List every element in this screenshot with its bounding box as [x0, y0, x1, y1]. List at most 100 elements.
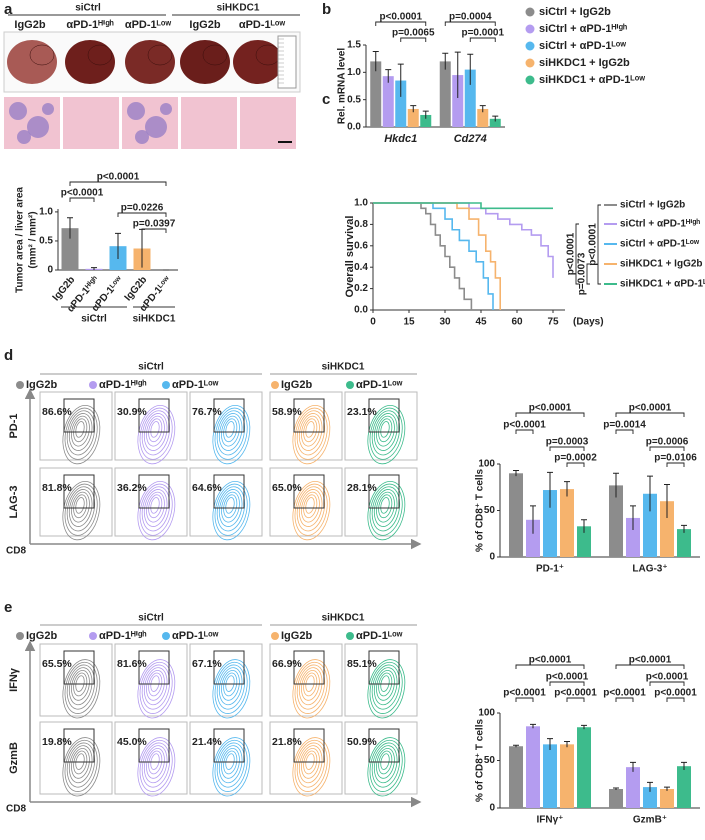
significance-bracket	[444, 21, 496, 26]
ruler	[277, 35, 297, 89]
error-bar	[647, 475, 653, 512]
contour	[301, 415, 320, 447]
significance-bracket	[69, 181, 167, 186]
y-tick-label: 0	[489, 803, 495, 814]
contour	[148, 750, 163, 775]
error-bar	[372, 51, 379, 72]
contour	[298, 489, 323, 527]
flow-plot	[114, 721, 188, 795]
gate-percent: 76.7%	[192, 406, 222, 418]
legend-marker	[525, 75, 535, 85]
contour	[73, 750, 88, 775]
contour	[301, 491, 320, 523]
p-value: p=0.0014	[603, 420, 646, 431]
bar	[543, 744, 557, 808]
significance-bracket	[586, 263, 590, 285]
legend-label: siCtrl + αPD-1ᴴⁱᵍʰ	[539, 23, 627, 35]
gate	[213, 474, 245, 509]
gate-percent: 81.6%	[117, 658, 147, 670]
legend-marker	[271, 632, 279, 640]
legend-marker	[346, 381, 354, 389]
condition-label: αPD-1ᴴⁱᵍʰ	[66, 19, 113, 31]
contour	[294, 483, 328, 536]
gate-percent: 65.5%	[42, 658, 72, 670]
gate-percent: 36.2%	[117, 482, 147, 494]
contour	[294, 739, 328, 792]
tumor-region	[127, 102, 145, 120]
contour	[221, 491, 240, 523]
gate-percent: 58.9%	[272, 406, 302, 418]
contour	[75, 497, 85, 514]
bar	[677, 529, 691, 557]
error-bar	[564, 741, 570, 748]
error-bar	[397, 63, 404, 97]
p-value: p<0.0001	[97, 172, 140, 183]
row-label: LAG-3	[8, 486, 20, 519]
legend-label: αPD-1ᴴⁱᵍʰ	[99, 379, 146, 391]
x-tick-label: IFNγ⁺	[537, 815, 564, 826]
bar	[420, 114, 432, 127]
panel-label: a	[4, 1, 13, 18]
flow-plot	[269, 721, 343, 795]
row-label: PD-1	[8, 413, 20, 438]
x-tick-label: 0	[370, 317, 376, 328]
gate	[63, 398, 95, 433]
gate	[138, 650, 170, 685]
significance-bracket	[649, 681, 685, 686]
contour	[139, 407, 173, 460]
x-tick-label: 30	[439, 317, 451, 328]
legend-label: IgG2b	[26, 630, 57, 642]
error-bar	[479, 105, 486, 113]
gate-percent: 85.1%	[347, 658, 377, 670]
contour	[150, 497, 160, 514]
tumor-region	[160, 103, 172, 115]
bar	[660, 789, 674, 808]
gate-percent: 86.6%	[42, 406, 72, 418]
tumor-region	[145, 116, 167, 138]
y-axis-label: % of CD8⁺ T cells	[475, 469, 486, 553]
error-bar	[613, 787, 619, 790]
error-bar	[630, 761, 636, 772]
contour	[148, 672, 163, 697]
y-tick-label: 1.5	[347, 40, 361, 51]
bar	[626, 517, 640, 557]
bar	[61, 228, 79, 270]
p-value: p<0.0001	[646, 672, 689, 683]
legend-label: siHKDC1 + αPD-1ᴸᵒʷ	[620, 279, 705, 290]
group-label: siCtrl	[138, 613, 164, 624]
contour	[150, 421, 160, 438]
error-bar	[681, 761, 687, 770]
bar	[477, 108, 489, 127]
p-value: p<0.0001	[503, 688, 546, 699]
error-bar	[647, 781, 653, 792]
y-tick-label: 0.5	[347, 94, 361, 105]
legend-marker	[271, 381, 279, 389]
contour	[369, 407, 403, 460]
significance-bracket	[615, 412, 685, 417]
p-value: p<0.0001	[629, 403, 672, 414]
error-bar	[547, 471, 553, 508]
p-value: p=0.0226	[121, 203, 164, 214]
significance-bracket	[515, 412, 585, 417]
x-tick-label: PD-1⁺	[536, 564, 564, 575]
contour	[369, 483, 403, 536]
contour	[73, 672, 88, 697]
error-bar	[664, 786, 670, 791]
contour	[305, 497, 315, 514]
significance-bracket	[649, 446, 685, 451]
significance-bracket	[566, 697, 585, 702]
legend-marker	[16, 632, 24, 640]
significance-bracket	[615, 697, 634, 702]
x-axis-label: (Days)	[573, 317, 604, 328]
flow-plot	[39, 721, 113, 795]
x-tick-label: 15	[403, 317, 415, 328]
gate	[368, 650, 400, 685]
contour	[146, 415, 165, 447]
x-axis-label: CD8	[6, 804, 26, 815]
group-label: siHKDC1	[322, 362, 365, 373]
p-value: p<0.0001	[503, 420, 546, 431]
legend-marker	[89, 632, 97, 640]
contour	[378, 672, 393, 697]
contour	[71, 415, 90, 447]
